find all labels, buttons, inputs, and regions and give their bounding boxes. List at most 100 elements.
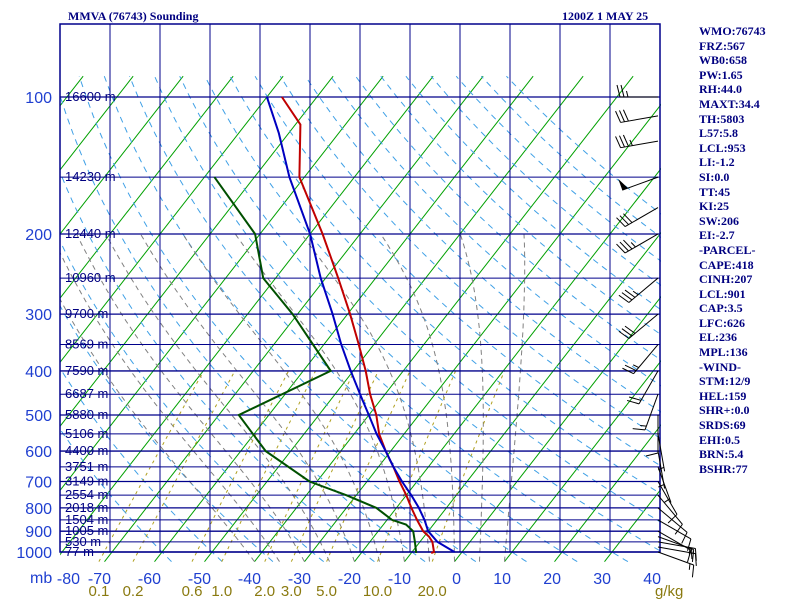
wind-barb-half-flag <box>626 90 629 98</box>
plot-frame <box>59 23 661 553</box>
isotherm-line <box>504 360 661 562</box>
stat-item: HEL:159 <box>699 388 747 403</box>
isotherm-line <box>154 75 534 562</box>
wind-barb-flag <box>645 452 659 457</box>
stat-item: STM:12/9 <box>699 374 751 389</box>
isotherm-line <box>304 103 661 562</box>
height-label: 14230 m <box>65 169 116 184</box>
wind-barb-staff <box>628 277 659 303</box>
height-label: 1005 m <box>65 523 108 538</box>
stat-item: FRZ:567 <box>699 38 745 53</box>
stat-item: PW:1.65 <box>699 67 743 82</box>
mixing-ratio-label: 0.6 <box>182 583 203 600</box>
isotherm-line <box>60 75 334 428</box>
wind-barb <box>657 507 688 544</box>
wind-barb-staff <box>657 519 692 540</box>
wind-barb-staff <box>657 530 692 551</box>
wind-barb-flag <box>615 110 622 123</box>
mixing-ratio-label: 2.0 <box>254 583 275 600</box>
mixing-ratio-line <box>98 370 205 562</box>
isotherm-line <box>60 75 284 364</box>
wind-barb-staff <box>657 494 683 525</box>
stat-item: LCL:953 <box>699 140 746 155</box>
stat-item: EI:-2.7 <box>699 228 735 243</box>
wind-barb <box>618 176 659 191</box>
stat-item: KI:25 <box>699 199 729 214</box>
wind-barb-flag <box>616 243 626 254</box>
mixing-ratio-line <box>326 370 411 562</box>
stat-item: MPL:136 <box>699 345 748 360</box>
pressure-tick-label: 300 <box>25 307 52 324</box>
isotherm-line <box>354 167 661 562</box>
wind-barb-flag <box>621 292 633 301</box>
mixing-ratio-unit-label: g/kg <box>655 583 683 600</box>
height-label: 1504 m <box>65 512 108 527</box>
height-label: 9700 m <box>65 306 108 321</box>
wind-barb <box>657 530 692 563</box>
mixing-ratio-line <box>191 370 290 562</box>
height-label: 5106 m <box>65 426 108 441</box>
wind-barb <box>615 109 659 123</box>
temperature-tick-label: 20 <box>543 571 561 588</box>
temperature-profile <box>281 96 436 554</box>
moist-adiabat-line <box>504 233 526 562</box>
wind-barb-flag <box>681 532 688 544</box>
mixing-ratio-label: 20.0 <box>418 583 447 600</box>
temperature-tick-label: 40 <box>643 571 661 588</box>
stat-item: SHR+:0.0 <box>699 403 750 418</box>
wind-barb <box>657 551 695 578</box>
stat-item: -PARCEL- <box>699 242 756 257</box>
height-label: 5880 m <box>65 407 108 422</box>
pressure-tick-label: 600 <box>25 444 52 461</box>
wind-barb-flag <box>616 84 621 98</box>
wind-barbs <box>615 84 697 578</box>
wind-barb-half-flag <box>688 563 691 570</box>
stat-item: LFC:626 <box>699 315 745 330</box>
wind-barb <box>626 370 659 405</box>
pressure-tick-label: 100 <box>25 90 52 107</box>
wind-barb-flag <box>626 399 640 405</box>
wind-barb-staff <box>657 551 694 566</box>
stat-item: TT:45 <box>699 184 731 199</box>
mixing-ratio-label: 5.0 <box>316 583 337 600</box>
wind-barb-half-flag <box>632 364 639 368</box>
dry-adiabat-line <box>179 75 661 552</box>
wind-barb-flag <box>623 213 633 223</box>
mixing-ratio-line <box>221 370 316 562</box>
isotherm-line <box>60 75 234 299</box>
temperature-tick-label: -70 <box>88 571 111 588</box>
wind-barb-half-flag <box>632 290 639 296</box>
wind-barb <box>657 466 672 503</box>
stat-item: L57:5.8 <box>699 126 738 141</box>
wind-barb-staff <box>638 370 659 405</box>
mixing-ratio-line <box>377 370 457 562</box>
isotherm-line <box>404 231 661 562</box>
isotherm-line <box>60 75 184 235</box>
dry-adiabat-line <box>229 75 661 495</box>
wind-barb-staff <box>657 541 696 549</box>
height-label: 6687 m <box>65 386 108 401</box>
mixing-ratio-label: 10.0 <box>363 583 392 600</box>
wind-barb <box>657 494 683 535</box>
temperature-tick-label: -60 <box>138 571 161 588</box>
stat-item: WB0:658 <box>699 53 747 68</box>
dry-adiabat-line <box>60 428 172 562</box>
pressure-tick-label: 500 <box>25 408 52 425</box>
pressure-tick-label: 200 <box>25 227 52 244</box>
moist-adiabat-line <box>182 233 380 562</box>
temperature-tick-label: 0 <box>452 571 461 588</box>
stat-item: WMO:76743 <box>699 24 766 38</box>
mixing-ratio-line <box>132 370 236 562</box>
wind-barb <box>645 415 659 457</box>
moist-adiabat-line <box>105 233 330 562</box>
height-label: 8569 m <box>65 337 108 352</box>
moist-adiabat-line <box>60 251 280 562</box>
wind-barb-flag <box>632 428 646 431</box>
wind-barb-staff <box>628 313 659 339</box>
wind-barb-flag <box>618 330 630 339</box>
stat-item: BRN:5.4 <box>699 447 744 462</box>
stats-panel: WMO:76743 FRZ:567 WB0:658 PW:1.65 RH:44.0 MAX… <box>699 24 799 476</box>
height-label: 16600 m <box>65 89 116 104</box>
moist-adiabat-line <box>380 233 455 562</box>
